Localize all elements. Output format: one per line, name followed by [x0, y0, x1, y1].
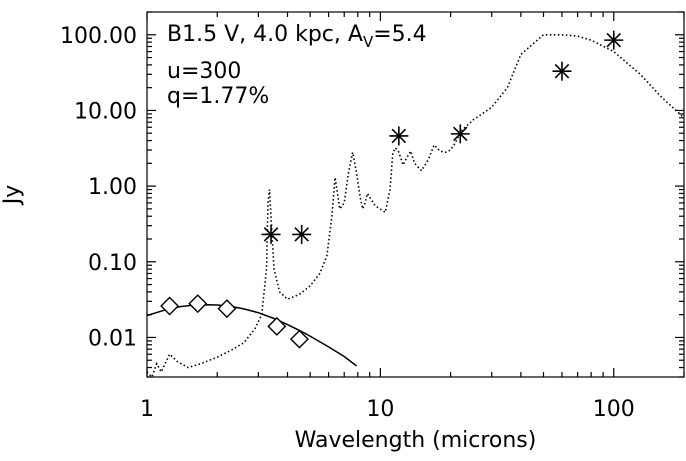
y-tick-label: 0.01 — [88, 326, 137, 351]
x-axis-label: Wavelength (microns) — [295, 428, 537, 453]
diamond-marker — [160, 296, 180, 316]
y-axis-label: Jy — [0, 185, 25, 207]
y-tick-label: 0.10 — [88, 251, 137, 276]
asterisk-marker — [389, 126, 409, 146]
dust-model-curve — [147, 33, 684, 377]
asterisk-marker — [292, 224, 312, 244]
photometry-markers — [160, 30, 624, 349]
x-tick-label: 10 — [366, 397, 394, 422]
asterisk-marker — [450, 124, 470, 144]
model-curves — [147, 33, 684, 377]
annotation-box: B1.5 V, 4.0 kpc, AV=5.4 u=300 q=1.77% — [167, 22, 427, 109]
tick-labels: 1 10 100 0.01 0.10 1.00 10.00 100.00 — [60, 24, 635, 422]
annotation-line-2: u=300 — [167, 59, 241, 84]
plot-frame — [146, 11, 685, 378]
annotation-line-1: B1.5 V, 4.0 kpc, AV=5.4 — [167, 22, 427, 51]
x-tick-label: 1 — [140, 397, 154, 422]
photosphere-model-curve — [147, 303, 357, 367]
diamond-marker — [188, 294, 208, 314]
axis-ticks — [146, 11, 685, 378]
diamond-marker — [217, 299, 237, 319]
y-tick-label: 100.00 — [60, 24, 137, 49]
y-tick-label: 1.00 — [88, 175, 137, 200]
asterisk-marker — [552, 61, 572, 81]
annotation-line-1-prefix: B1.5 V, 4.0 kpc, A — [167, 22, 363, 47]
annotation-line-1-suffix: =5.4 — [373, 22, 426, 47]
diamond-marker — [267, 316, 287, 336]
x-tick-label: 100 — [593, 397, 635, 422]
diamond-marker — [289, 329, 309, 349]
annotation-line-1-subscript: V — [363, 33, 374, 51]
annotation-line-3: q=1.77% — [167, 84, 269, 109]
asterisk-marker — [261, 224, 281, 244]
asterisk-marker — [604, 30, 624, 50]
y-tick-label: 10.00 — [74, 99, 137, 124]
